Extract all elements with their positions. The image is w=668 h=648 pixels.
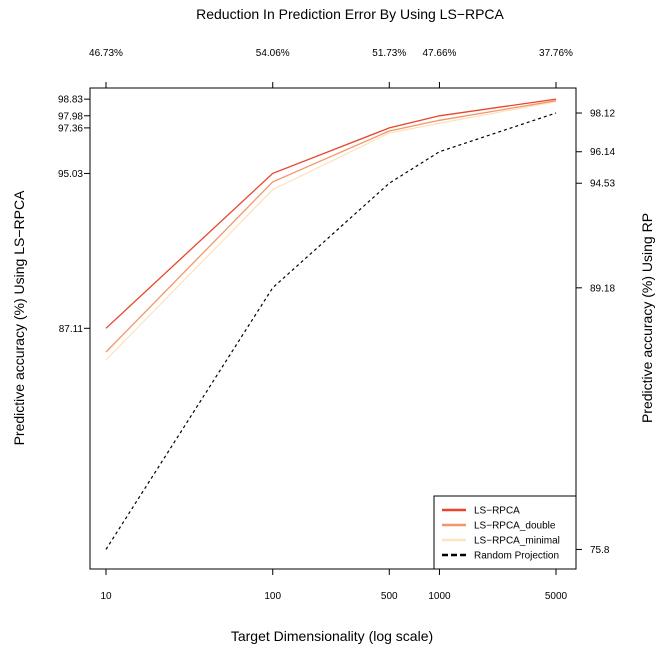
legend-box xyxy=(433,495,577,570)
chart-title: Reduction In Prediction Error By Using L… xyxy=(196,6,504,22)
series-line-4 xyxy=(105,112,557,550)
series-line-1 xyxy=(105,98,557,329)
legend-label-2: LS−RPCA_double xyxy=(474,521,556,532)
left-tick-label: 98.83 xyxy=(58,95,83,106)
x-tick-label: 1000 xyxy=(428,591,451,602)
right-tick-label: 89.18 xyxy=(590,283,615,294)
top-tick-label: 51.73% xyxy=(372,48,406,59)
top-tick-label: 47.66% xyxy=(422,48,456,59)
right-tick-label: 96.14 xyxy=(590,147,615,158)
left-tick-label: 97.98 xyxy=(58,111,83,122)
x-tick-label: 5000 xyxy=(545,591,568,602)
left-tick-label: 95.03 xyxy=(58,169,83,180)
legend-label-3: LS−RPCA_minimal xyxy=(474,536,560,547)
x-axis-label: Target Dimensionality (log scale) xyxy=(231,628,433,644)
x-tick-label: 10 xyxy=(100,591,112,602)
series-line-3 xyxy=(105,101,557,361)
x-tick-label: 100 xyxy=(264,591,281,602)
y-axis-label-left: Predictive accuracy (%) Using LS−RPCA xyxy=(11,190,27,445)
left-tick-label: 97.36 xyxy=(58,123,83,134)
right-tick-label: 94.53 xyxy=(590,179,615,190)
top-tick-label: 54.06% xyxy=(256,48,290,59)
top-tick-label: 46.73% xyxy=(89,48,123,59)
right-tick-label: 75.8 xyxy=(590,545,610,556)
series-layer xyxy=(105,98,557,550)
x-tick-label: 500 xyxy=(381,591,398,602)
y-axis-label-right: Predictive accuracy (%) Using RP xyxy=(639,213,655,423)
left-tick-label: 87.11 xyxy=(59,324,84,335)
axes: 10 100 500 1000 5000 46.73% 54.06% 51.73% 47.66%… xyxy=(58,48,615,602)
top-tick-label: 37.76% xyxy=(539,48,573,59)
legend-label-1: LS−RPCA xyxy=(474,506,520,517)
legend: LS−RPCA LS−RPCA_double LS−RPCA_minimal Rand… xyxy=(433,495,577,570)
series-line-2 xyxy=(105,100,557,353)
right-tick-label: 98.12 xyxy=(590,109,615,120)
legend-label-4: Random Projection xyxy=(474,551,559,562)
